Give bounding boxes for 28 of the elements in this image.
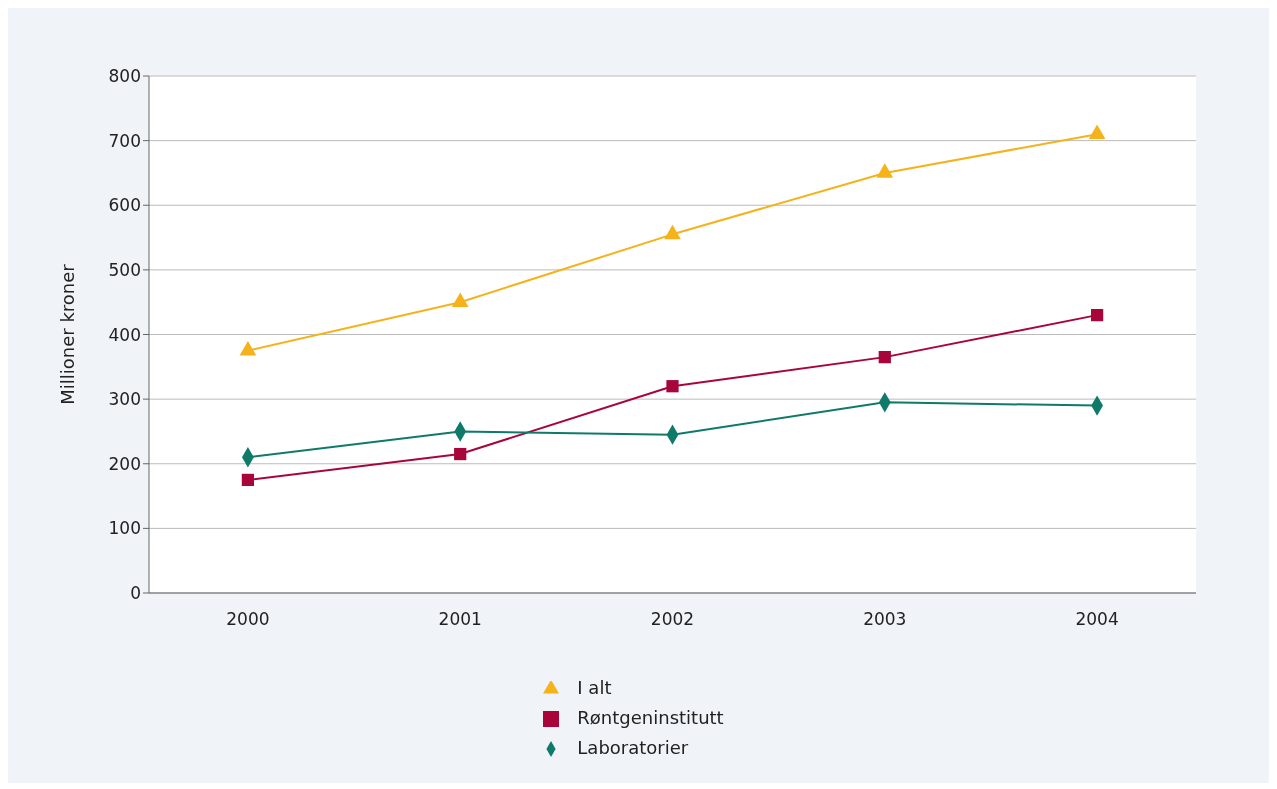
y-tick-label: 600 [108,195,141,216]
point [666,380,679,393]
x-tick-label: 2003 [863,609,907,630]
y-tick-label: 0 [130,583,141,604]
point [454,447,467,461]
point [241,473,255,487]
y-tick-label: 100 [108,518,141,539]
legend-label: Laboratorier [577,737,689,758]
point [239,341,257,356]
point [876,163,894,178]
point [664,224,681,240]
y-tick-label: 500 [108,259,141,280]
x-tick-label: 2004 [1075,609,1119,630]
legend-label: I alt [577,677,612,698]
point [451,292,469,307]
point [1090,308,1104,322]
y-tick-label: 700 [108,130,141,151]
x-tick-label: 2000 [226,609,270,630]
point [1088,124,1106,139]
y-tick-label: 300 [108,389,141,410]
y-tick-label: 200 [108,453,141,474]
y-tick-label: 400 [108,324,141,345]
point [878,350,891,364]
y-tick-label: 800 [108,66,141,87]
x-tick-label: 2002 [650,609,695,630]
y-axis-title: Millioner kroner [57,263,79,405]
legend-label: Røntgeninstitutt [577,707,724,728]
x-tick-label: 2001 [438,609,482,630]
